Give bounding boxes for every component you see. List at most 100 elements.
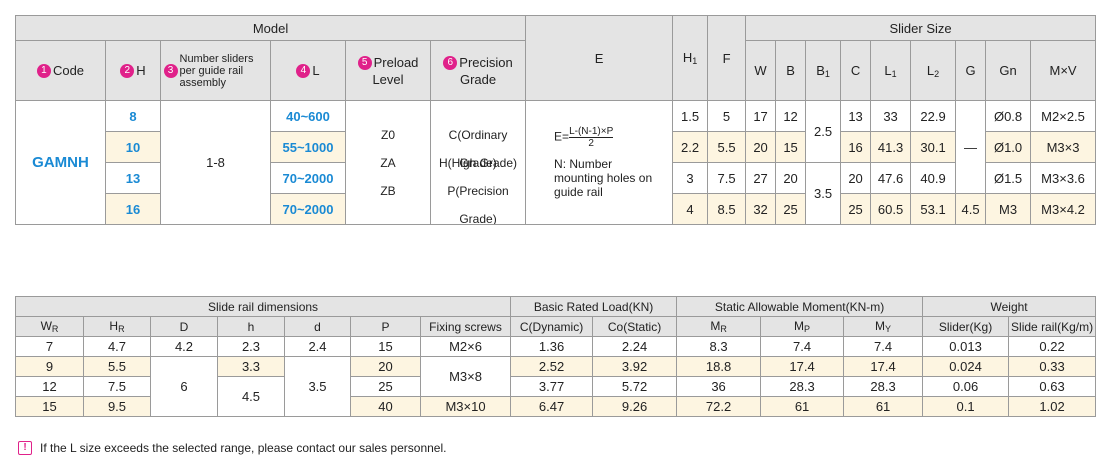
table-cell: 13 bbox=[105, 162, 161, 194]
cell-text: H bbox=[682, 50, 693, 65]
cell-text: R bbox=[720, 324, 727, 334]
table-cell: 7.5 bbox=[707, 162, 747, 194]
cell-text: Code bbox=[52, 63, 85, 79]
table-cell: 4.7 bbox=[83, 336, 151, 357]
table-cell: 0.22 bbox=[1008, 336, 1097, 357]
table-cell: 7 bbox=[15, 336, 84, 357]
header-cell: W bbox=[745, 40, 777, 101]
table-cell: 2.24 bbox=[592, 336, 678, 357]
table-cell: 6.47 bbox=[510, 396, 594, 417]
table-cell: 9.5 bbox=[83, 396, 151, 417]
header-cell: C bbox=[840, 40, 872, 101]
header-cell: E bbox=[525, 15, 674, 101]
table-cell: 30.1 bbox=[910, 131, 957, 163]
table-cell: M3×3.6 bbox=[1030, 162, 1097, 194]
header-cell: h bbox=[217, 316, 285, 337]
table-cell: 15 bbox=[350, 336, 421, 357]
cell-text: 4 bbox=[296, 64, 311, 79]
header-cell: B1 bbox=[805, 40, 842, 101]
table-cell: 2.4 bbox=[284, 336, 351, 357]
table-cell: 27 bbox=[745, 162, 777, 194]
note-text: If the L size exceeds the selected range… bbox=[40, 441, 447, 455]
header-cell: D bbox=[150, 316, 218, 337]
header-cell: 5 Preload Level bbox=[345, 40, 431, 101]
table-row: Slide rail dimensions Basic Rated Load(KN… bbox=[14, 296, 1097, 317]
cell-text: P bbox=[381, 319, 390, 334]
table-cell: 25 bbox=[840, 193, 872, 225]
table-row: 1 Code 2 H 3Number sliders per guide rail as… bbox=[15, 40, 1097, 101]
table-cell: 0.63 bbox=[1008, 376, 1097, 397]
table-cell: 0.024 bbox=[922, 356, 1010, 377]
cell-text: 5 bbox=[357, 56, 372, 70]
cell-text: P bbox=[804, 324, 811, 334]
header-cell: Weight bbox=[922, 296, 1097, 317]
table-cell: 53.1 bbox=[910, 193, 957, 225]
table-cell: 5.5 bbox=[83, 356, 151, 377]
header-cell: d bbox=[284, 316, 351, 337]
table-cell: Ø1.5 bbox=[985, 162, 1032, 194]
table-cell: 25 bbox=[350, 376, 421, 397]
cell-text: M bbox=[794, 319, 805, 333]
table-cell: 72.2 bbox=[676, 396, 762, 417]
table-cell: 1.02 bbox=[1008, 396, 1097, 417]
header-cell: P bbox=[350, 316, 421, 337]
cell-text: Y bbox=[885, 324, 892, 334]
header-cell: 1 Code bbox=[15, 40, 106, 101]
cell-text: h bbox=[247, 319, 255, 334]
cell-text: L-(N-1)×P 2 bbox=[569, 126, 614, 149]
table-cell: 20 bbox=[775, 162, 807, 194]
table-cell: 5.5 bbox=[707, 131, 747, 163]
table-cell: 3.92 bbox=[592, 356, 678, 377]
cell-text: 1 bbox=[36, 64, 51, 79]
table-cell: 5.72 bbox=[592, 376, 678, 397]
table-cell: 17.4 bbox=[760, 356, 845, 377]
table-cell: 3.5 bbox=[805, 162, 842, 225]
table-cell: 7.4 bbox=[760, 336, 845, 357]
table-cell: 20 bbox=[745, 131, 777, 163]
header-cell: Gn bbox=[985, 40, 1032, 101]
table-cell: 2.3 bbox=[217, 336, 285, 357]
table-cell: 12 bbox=[15, 376, 84, 397]
cell-text: W bbox=[40, 319, 52, 333]
cell-text: L bbox=[884, 62, 892, 78]
table-row: Model E H1 F Slider Size bbox=[14, 15, 1097, 101]
header-cell: Slide rail(Kg/m) bbox=[1008, 316, 1097, 337]
cell-text: Fixing screws bbox=[429, 319, 502, 334]
table-cell: 3.5 bbox=[284, 356, 351, 417]
table-cell: 6 bbox=[150, 356, 218, 417]
header-cell: Slider Size bbox=[745, 15, 1097, 41]
table-cell: 4.5 bbox=[955, 193, 987, 225]
table-cell: 70~2000 bbox=[270, 162, 346, 194]
table-row: 13 70~2000 3 7.5 27 20 3.5 20 47.6 40.9 Ø1.5 M3… bbox=[16, 162, 1097, 225]
table-cell: M3 bbox=[985, 193, 1032, 225]
table-row: 9 5.5 6 3.3 3.5 20 M3×8 2.52 3.92 18.8 17.4 17.4 0.0… bbox=[15, 356, 1097, 417]
table-cell: 13 bbox=[840, 100, 872, 132]
cell-text: 2 bbox=[120, 64, 135, 79]
cell-text: P(Precision Grade) bbox=[447, 183, 509, 225]
table-cell: 36 bbox=[676, 376, 762, 397]
table-cell: 2.52 bbox=[510, 356, 594, 377]
header-cell: Static Allowable Moment(KN-m) bbox=[676, 296, 924, 317]
table-cell: Z0 ZA ZB bbox=[345, 100, 431, 225]
table-cell: 8.5 bbox=[707, 193, 747, 225]
table-cell: 3.77 bbox=[510, 376, 594, 397]
table-cell: 2.5 bbox=[805, 100, 842, 163]
table-row: 15 9.5 40 M3×10 6.47 9.26 72.2 61 61 0.1 1.02 bbox=[15, 396, 1097, 417]
table-row: 7 4.7 4.2 2.3 2.4 15 M2×6 1.36 2.24 8.3 7.4 7.4 0.01… bbox=[15, 336, 1097, 357]
cell-text: H(High Grade) bbox=[439, 155, 518, 170]
table-cell: 0.013 bbox=[922, 336, 1010, 357]
header-cell: MR bbox=[676, 316, 762, 337]
table-cell: 4 bbox=[672, 193, 709, 225]
cell-text: Gn bbox=[999, 63, 1017, 78]
table-cell: 28.3 bbox=[843, 376, 924, 397]
table-cell: 40~600 bbox=[270, 100, 346, 132]
cell-text: ZA bbox=[380, 155, 396, 170]
header-cell: L2 bbox=[910, 40, 957, 101]
cell-text: C(Dynamic) bbox=[519, 319, 584, 334]
cell-text: C bbox=[850, 63, 861, 78]
table-row: GAMNH 8 1-8 40~600 Z0 ZA ZB C(Ordinary Gra… bbox=[15, 100, 1097, 225]
cell-text: G bbox=[965, 63, 976, 78]
table-cell: 28.3 bbox=[760, 376, 845, 397]
cell-text: H bbox=[109, 319, 119, 333]
